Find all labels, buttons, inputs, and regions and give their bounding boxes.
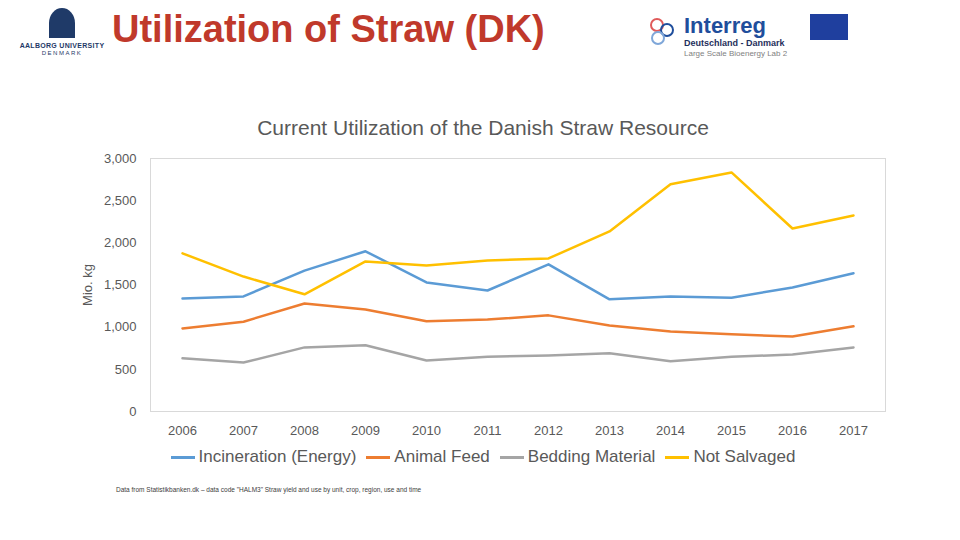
svg-text:2010: 2010 — [412, 423, 441, 438]
svg-text:3,000: 3,000 — [104, 151, 137, 166]
html-text:Not Salvaged: Not Salvaged — [693, 447, 796, 466]
svg-text:2,500: 2,500 — [104, 193, 137, 208]
svg-text:1,500: 1,500 — [104, 277, 137, 292]
svg-text:2011: 2011 — [474, 423, 502, 438]
svg-text:2007: 2007 — [229, 423, 258, 438]
html-text:Current Utilization of the Dan: Current Utilization of the Danish Straw … — [257, 116, 709, 139]
html-text:DENMARK: DENMARK — [41, 50, 83, 56]
html-text:Incineration (Energy): Incineration (Energy) — [198, 447, 357, 466]
svg-text:2013: 2013 — [595, 423, 624, 438]
svg-text:2012: 2012 — [534, 423, 563, 438]
html-text:Utilization of Straw (DK): Utilization of Straw (DK) — [112, 8, 545, 50]
svg-text:2017: 2017 — [839, 423, 868, 438]
svg-text:2015: 2015 — [717, 423, 746, 438]
html-text:Interreg: Interreg — [684, 13, 766, 38]
html-text:Bedding Material: Bedding Material — [527, 447, 656, 466]
svg-text:Mio. kg: Mio. kg — [80, 264, 95, 306]
html-text:AALBORG UNIVERSITY: AALBORG UNIVERSITY — [19, 42, 105, 49]
svg-text:2008: 2008 — [290, 423, 319, 438]
svg-text:2016: 2016 — [778, 423, 807, 438]
svg-text:2014: 2014 — [656, 423, 685, 438]
svg-text:500: 500 — [115, 361, 137, 376]
svg-text:0: 0 — [129, 404, 136, 419]
svg-text:2,000: 2,000 — [104, 235, 137, 250]
html-text:Data from Statistikbanken.dk –: Data from Statistikbanken.dk – data code… — [116, 486, 422, 493]
html-text:Animal Feed: Animal Feed — [394, 447, 490, 466]
html-text:Large Scale Bioenergy Lab 2: Large Scale Bioenergy Lab 2 — [684, 49, 788, 58]
svg-text:1,000: 1,000 — [104, 319, 137, 334]
svg-text:2009: 2009 — [351, 423, 380, 438]
html-text:Deutschland - Danmark: Deutschland - Danmark — [684, 38, 785, 48]
svg-text:2006: 2006 — [168, 423, 197, 438]
